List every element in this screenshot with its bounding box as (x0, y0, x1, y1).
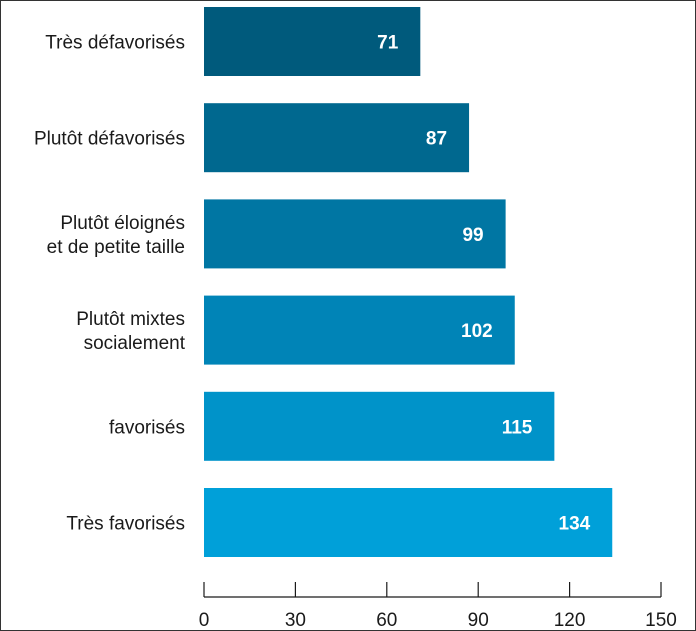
category-label-1: Plutôt défavorisés (34, 129, 185, 150)
x-tick-label-1: 30 (285, 610, 306, 630)
x-tick-label-3: 90 (468, 610, 489, 630)
bar-2 (204, 199, 506, 269)
value-label-0: 71 (377, 33, 399, 54)
x-tick-label-4: 120 (554, 610, 586, 630)
value-labels: 71 87 99 102 115 134 (377, 33, 591, 535)
value-label-5: 134 (559, 514, 591, 535)
x-tick-label-0: 0 (199, 610, 210, 630)
category-labels: Très défavorisés Plutôt défavorisés Plutôt… (34, 33, 186, 535)
bars (204, 7, 613, 557)
x-axis: 0 30 60 90 120 150 (199, 582, 677, 630)
x-tick-label-2: 60 (376, 610, 397, 630)
category-label-0: Très défavorisés (45, 33, 185, 54)
bar-3 (204, 295, 515, 365)
bar-4 (204, 391, 555, 461)
category-label-5: Très favorisés (66, 514, 185, 535)
bar-5 (204, 488, 613, 557)
bar-0 (204, 7, 421, 76)
value-label-1: 87 (426, 129, 447, 150)
category-label-2: Plutôt éloignés et de petite taille (47, 213, 185, 258)
category-label-3: Plutôt mixtes socialement (76, 309, 185, 354)
x-tick-label-5: 150 (645, 610, 677, 630)
value-label-3: 102 (461, 321, 493, 342)
bar-1 (204, 103, 470, 173)
value-label-4: 115 (502, 417, 533, 438)
value-label-2: 99 (462, 225, 483, 246)
category-label-4: favorisés (109, 417, 185, 438)
